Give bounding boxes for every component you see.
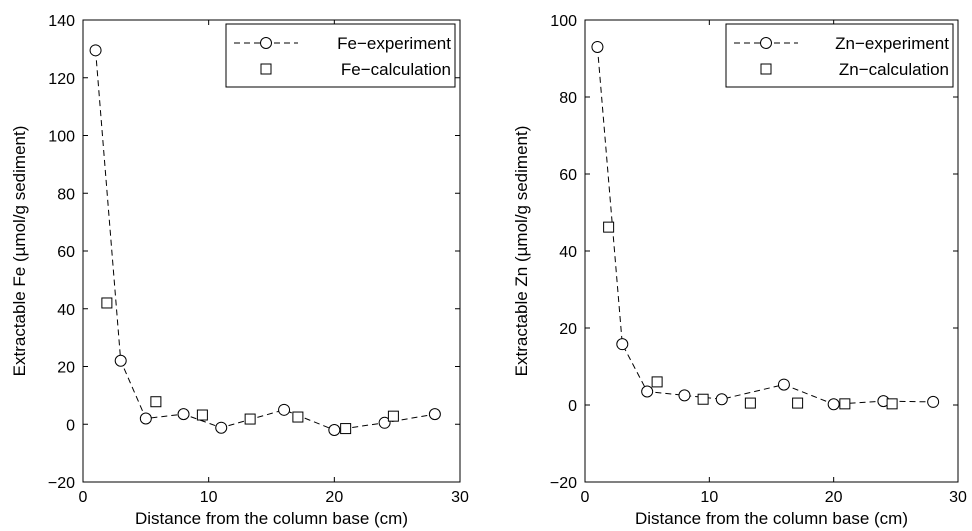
zn-x-tick-label: 10 <box>700 489 718 506</box>
zn-experiment-point <box>715 393 728 406</box>
zn-calculation-point <box>839 398 851 410</box>
fe-calculation-point <box>101 297 113 309</box>
fe-calculation-point <box>244 413 256 425</box>
zn-experiment-point <box>827 398 840 411</box>
zn-y-tick-label: −20 <box>550 475 577 492</box>
fe-legend-circle-swatch <box>260 37 272 49</box>
fe-calculation-point <box>196 409 208 421</box>
fe-experiment-point <box>215 421 228 434</box>
fe-experiment-point <box>177 408 190 421</box>
zn-calculation-point <box>744 397 756 409</box>
zn-experiment-point <box>616 338 629 351</box>
fe-experiment-point <box>378 416 391 429</box>
fe-experiment-line <box>95 50 435 431</box>
fe-y-tick-label: 100 <box>48 129 75 146</box>
zn-legend <box>725 23 954 88</box>
fe-y-tick-label: 80 <box>57 186 75 203</box>
fe-y-tick-label: 0 <box>66 417 75 434</box>
fe-y-tick-label: 20 <box>57 360 75 377</box>
fe-y-axis-label: Extractable Fe (µmol/g sediment) <box>10 126 29 377</box>
zn-experiment-point <box>678 389 691 402</box>
zn-y-axis-label: Extractable Zn (µmol/g sediment) <box>512 126 531 377</box>
zn-experiment-point <box>927 395 940 408</box>
fe-x-tick-label: 0 <box>79 489 88 506</box>
zn-x-tick-label: 0 <box>581 489 590 506</box>
zn-y-tick-label: 80 <box>559 90 577 107</box>
zn-calculation-point <box>886 398 898 410</box>
fe-x-tick-label: 10 <box>200 489 218 506</box>
fe-calculation-point <box>340 423 352 435</box>
fe-y-tick-label: 140 <box>48 13 75 30</box>
zn-experiment-point <box>591 40 604 53</box>
fe-experiment-point <box>139 412 152 425</box>
zn-y-tick-label: 100 <box>550 13 577 30</box>
fe-plot-area <box>82 19 461 483</box>
fe-x-tick-label: 20 <box>325 489 343 506</box>
zn-calculation-point <box>651 376 663 388</box>
zn-legend-calculation-label: Zn−calculation <box>839 60 949 79</box>
fe-calculation-point <box>150 396 162 408</box>
zn-calculation-point <box>603 221 615 233</box>
fe-y-tick-label: 40 <box>57 302 75 319</box>
fe-experiment-point <box>328 424 341 437</box>
fe-experiment-point <box>278 403 291 416</box>
zn-experiment-line <box>596 46 934 405</box>
zn-y-tick-label: 40 <box>559 244 577 261</box>
fe-experiment-point <box>428 408 441 421</box>
zn-x-tick-label: 20 <box>825 489 843 506</box>
fe-y-tick-label: 60 <box>57 244 75 261</box>
zn-plot-area <box>584 19 959 483</box>
fe-legend-square-swatch <box>260 63 272 75</box>
zn-x-tick-label: 30 <box>949 489 967 506</box>
fe-legend-calculation-label: Fe−calculation <box>341 60 451 79</box>
zn-y-tick-label: 60 <box>559 167 577 184</box>
fe-calculation-point <box>292 411 304 423</box>
fe-y-tick-label: −20 <box>48 475 75 492</box>
zn-x-axis-label: Distance from the column base (cm) <box>635 509 908 528</box>
fe-x-tick-label: 30 <box>451 489 469 506</box>
zn-calculation-point <box>697 393 709 405</box>
zn-legend-experiment-label: Zn−experiment <box>835 34 949 53</box>
zn-experiment-point <box>777 378 790 391</box>
fe-x-axis-label: Distance from the column base (cm) <box>135 509 408 528</box>
zn-calculation-point <box>792 397 804 409</box>
zn-y-tick-label: 0 <box>568 398 577 415</box>
fe-y-tick-label: 120 <box>48 71 75 88</box>
zn-legend-circle-swatch <box>760 37 772 49</box>
fe-calculation-point <box>387 410 399 422</box>
fe-experiment-point <box>114 354 127 367</box>
zn-y-tick-label: 20 <box>559 321 577 338</box>
zn-experiment-point <box>641 385 654 398</box>
zn-legend-square-swatch <box>760 63 772 75</box>
fe-legend-experiment-label: Fe−experiment <box>337 34 451 53</box>
fe-legend <box>225 23 456 88</box>
fe-experiment-point <box>89 44 102 57</box>
